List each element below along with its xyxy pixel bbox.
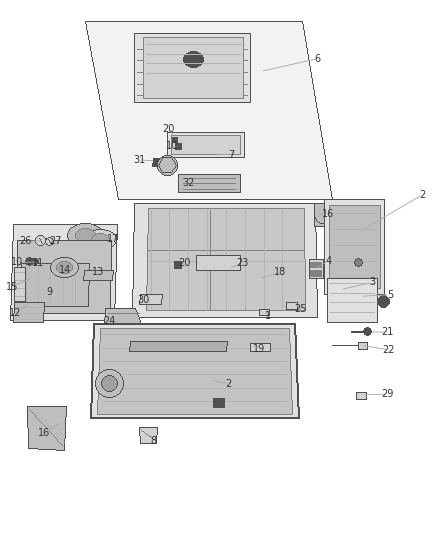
Text: 8: 8 (150, 437, 156, 446)
Text: 20: 20 (178, 259, 190, 268)
Text: 12: 12 (9, 309, 21, 318)
Text: 5: 5 (387, 290, 393, 300)
Text: 4: 4 (325, 256, 332, 265)
Text: 10: 10 (166, 141, 178, 151)
Text: 14: 14 (59, 265, 71, 275)
Text: 27: 27 (49, 236, 61, 246)
Text: 17: 17 (107, 234, 119, 244)
Text: 18: 18 (274, 267, 286, 277)
Text: 6: 6 (314, 54, 321, 63)
Text: 1: 1 (265, 311, 271, 320)
Text: 30: 30 (138, 295, 150, 305)
Text: 16: 16 (38, 429, 50, 438)
Text: 24: 24 (103, 317, 116, 326)
Text: 21: 21 (381, 327, 394, 337)
Text: 26: 26 (19, 236, 32, 246)
Text: 10: 10 (11, 257, 24, 267)
Text: 23: 23 (237, 259, 249, 268)
Text: 22: 22 (382, 345, 395, 354)
Text: 9: 9 (46, 287, 52, 297)
Text: 31: 31 (133, 155, 145, 165)
Text: 19: 19 (253, 344, 265, 354)
Text: 16: 16 (321, 209, 334, 219)
Text: 3: 3 (369, 278, 375, 287)
Text: 2: 2 (420, 190, 426, 199)
Text: 20: 20 (162, 124, 175, 134)
Text: 13: 13 (92, 268, 105, 277)
Text: 7: 7 (228, 150, 234, 159)
Text: 32: 32 (182, 178, 194, 188)
Text: 29: 29 (381, 390, 394, 399)
Text: 2: 2 (226, 379, 232, 389)
Text: 15: 15 (6, 282, 18, 292)
Text: 11: 11 (32, 259, 44, 268)
Text: 25: 25 (295, 304, 307, 313)
